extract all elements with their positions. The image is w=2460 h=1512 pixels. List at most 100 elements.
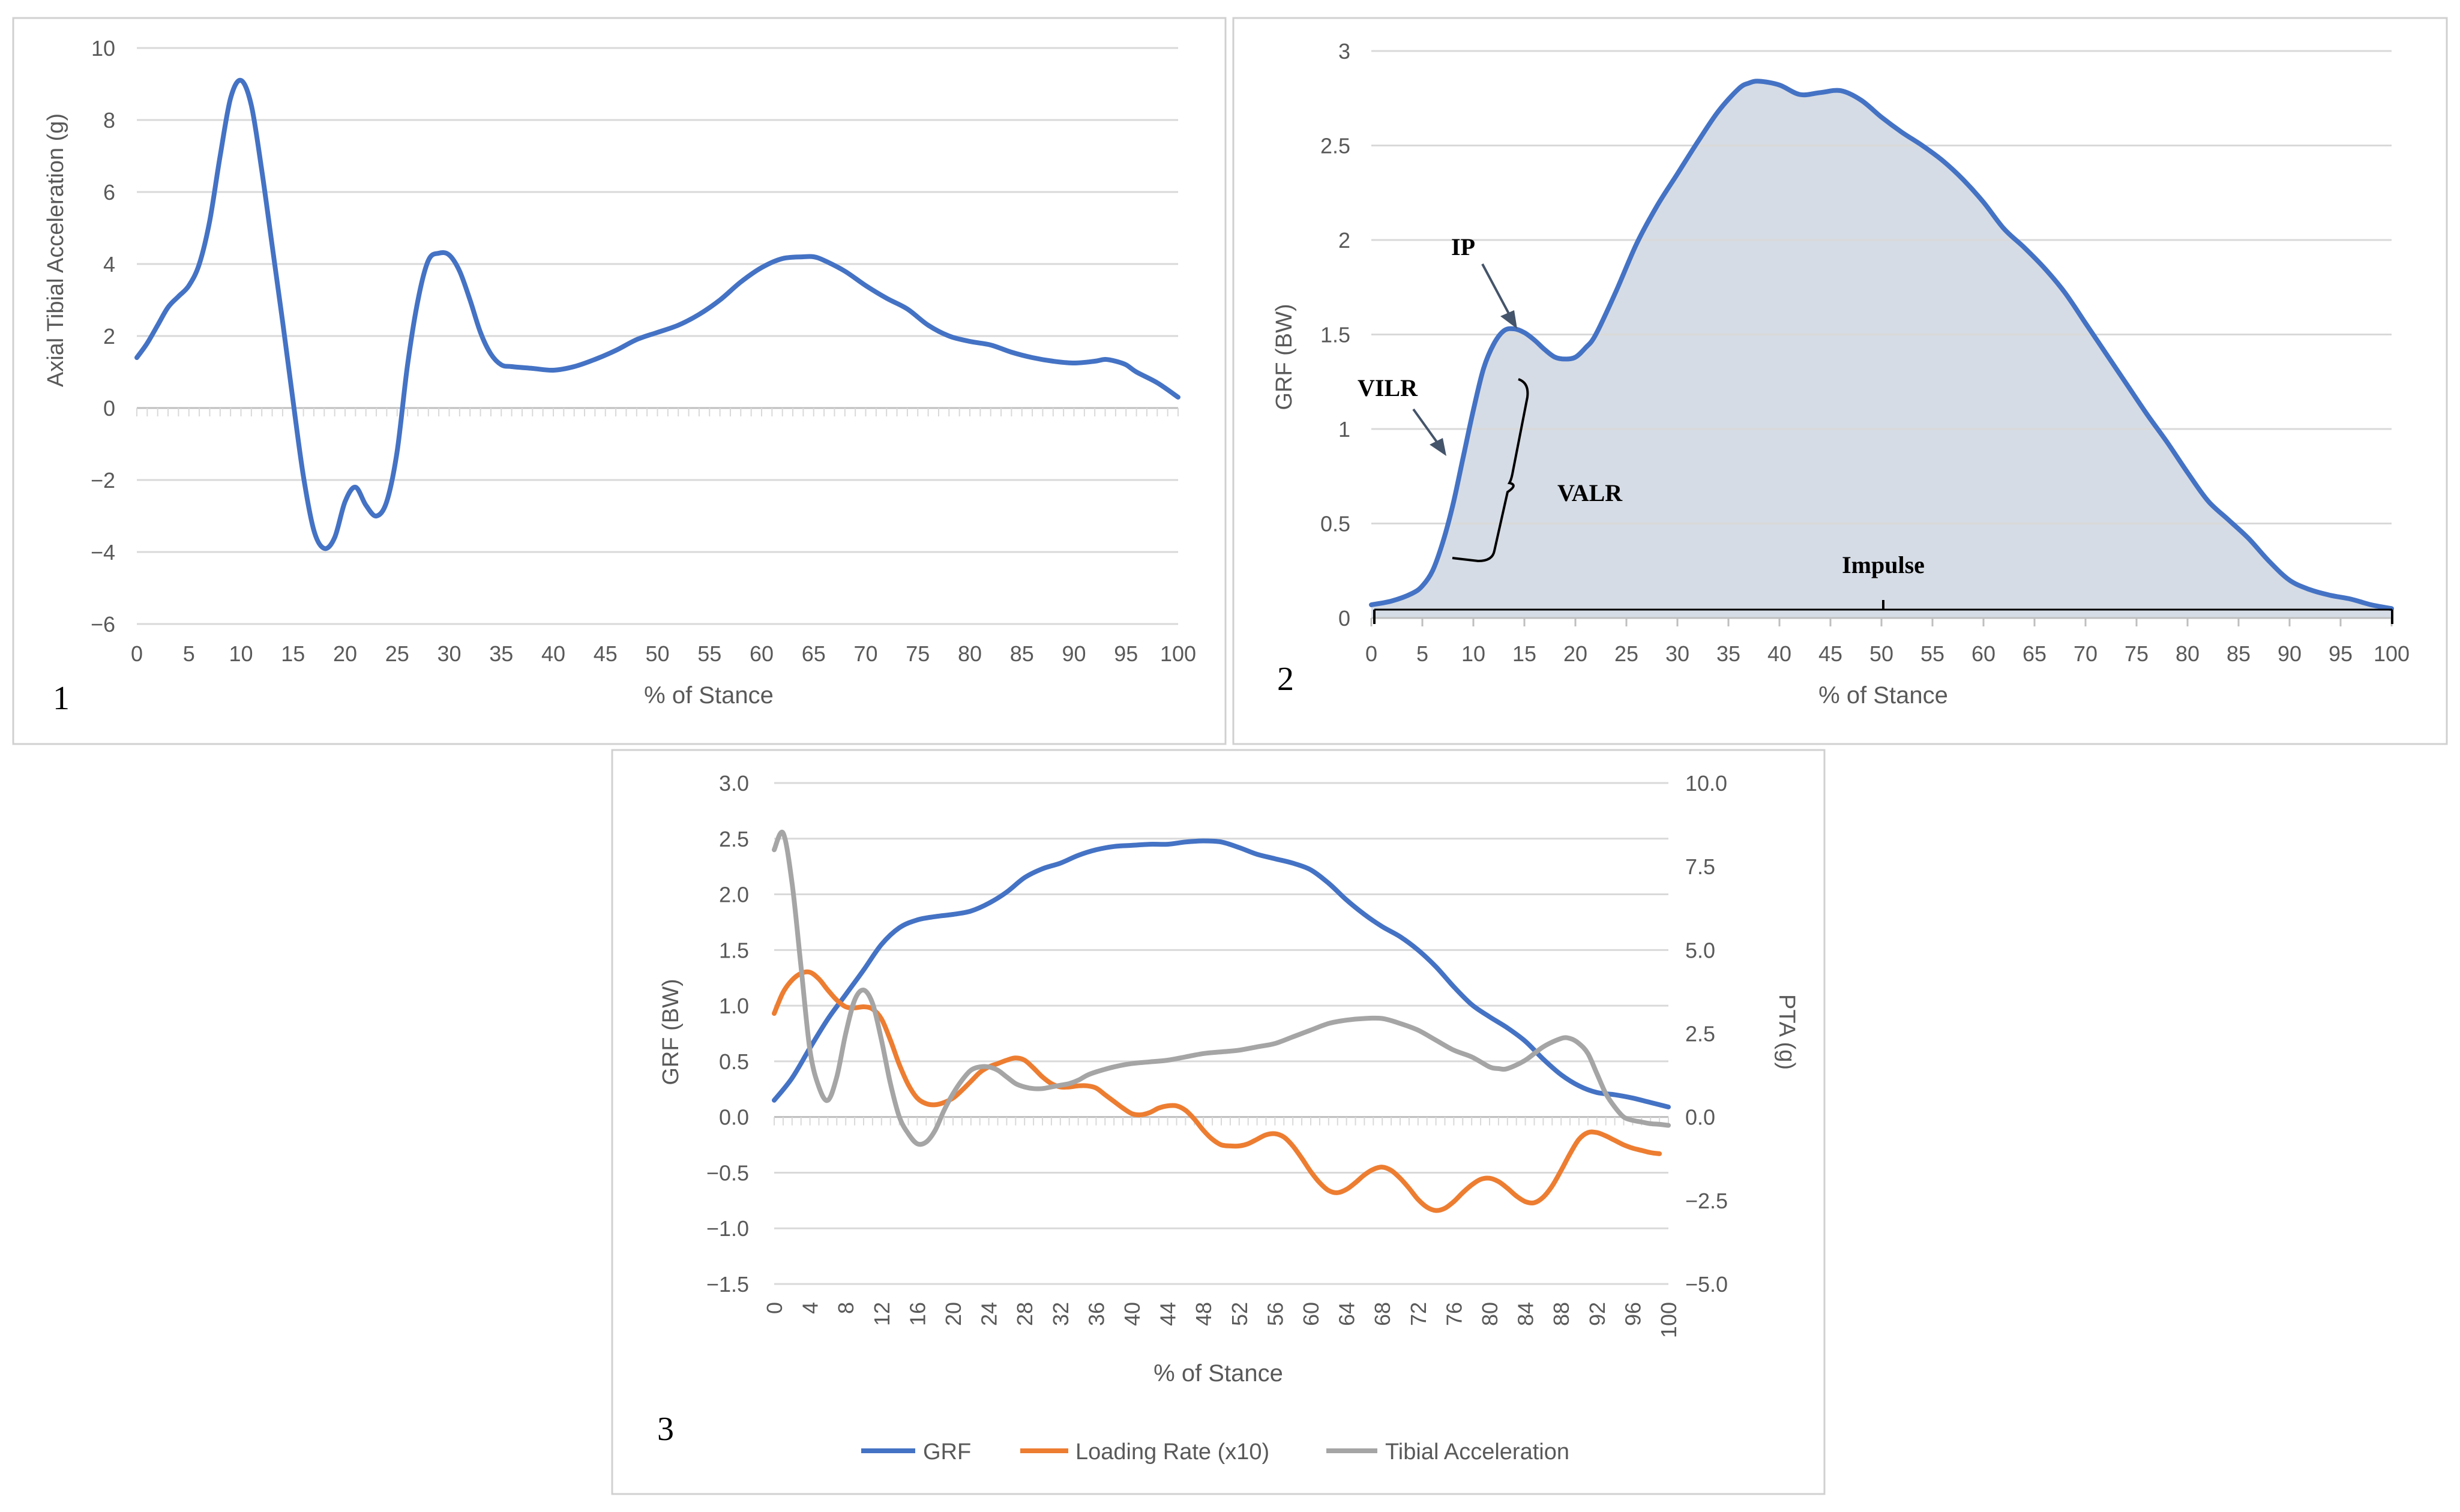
impulse-annotation: Impulse: [1842, 551, 1925, 578]
x-tick-label: 28: [1012, 1302, 1037, 1326]
legend-label-loading-rate: Loading Rate (x10): [1075, 1439, 1269, 1465]
x-tick-label: 100: [1656, 1302, 1681, 1338]
y-tick-label: 1.5: [1320, 323, 1350, 347]
valr-annotation: VALR: [1557, 479, 1623, 506]
x-tick-label: 10: [229, 641, 253, 666]
legend-label-grf: GRF: [923, 1439, 971, 1465]
panel-2-series: [1369, 79, 2394, 611]
x-tick-label: 20: [333, 641, 357, 666]
x-tick-label: 80: [2176, 641, 2200, 666]
vilr-annotation: VILR: [1358, 374, 1418, 401]
x-tick-label: 40: [541, 641, 565, 666]
x-tick-label: 20: [1563, 641, 1587, 666]
x-tick-label: 90: [1062, 641, 1086, 666]
series-line-grf: [1369, 79, 2394, 611]
x-tick-label: 60: [1299, 1302, 1323, 1326]
vilr-arrow-line: [1412, 408, 1440, 446]
y-tick-label: −2: [91, 468, 115, 493]
panel-2-x-axis-label: % of Stance: [1818, 682, 1948, 709]
y-tick-label: 1.5: [719, 938, 749, 962]
x-tick-label: 65: [802, 641, 826, 666]
panel-2-y-tick-labels: 3 2.5 2 1.5 1 0.5 0: [1320, 39, 1350, 631]
x-tick-label: 30: [1665, 641, 1689, 666]
right-y-tick-label: 2.5: [1685, 1022, 1715, 1046]
legend-label-tibial-acceleration: Tibial Acceleration: [1385, 1439, 1569, 1465]
panel-3-axis: [774, 1116, 1669, 1126]
x-tick-label: 0: [1365, 641, 1377, 666]
y-tick-label: 8: [103, 108, 115, 133]
series-line-axial-tibial-acceleration: [134, 77, 1180, 551]
y-tick-label: 3: [1338, 39, 1350, 64]
x-tick-label: 75: [906, 641, 930, 666]
panel-1-y-tick-labels: 10 8 6 4 2 0 −2 −4 −6: [91, 36, 115, 637]
y-tick-label: 2.0: [719, 883, 749, 907]
right-y-tick-label: 10.0: [1685, 771, 1727, 796]
x-tick-label: 48: [1191, 1302, 1216, 1326]
right-y-tick-label: 7.5: [1685, 854, 1715, 879]
panel-3: 3.0 2.5 2.0 1.5 1.0 0.5 0.0 −0.5 −1.0 −1.5 10.0 7.…: [611, 749, 1826, 1495]
ip-annotation: IP: [1451, 233, 1475, 260]
panel-3-legend: GRF Loading Rate (x10) Tibial Accelerati…: [861, 1439, 1569, 1465]
x-tick-label: 24: [977, 1302, 1002, 1326]
panel-3-right-y-tick-labels: 10.0 7.5 5.0 2.5 0.0 −2.5 −5.0: [1685, 771, 1728, 1297]
x-tick-label: 25: [1614, 641, 1638, 666]
x-tick-label: 50: [1869, 641, 1893, 666]
y-tick-label: 0.5: [719, 1049, 749, 1074]
x-tick-label: 80: [1478, 1302, 1502, 1326]
x-tick-label: 68: [1370, 1302, 1395, 1326]
vilr-arrow-head: [1430, 438, 1446, 456]
x-tick-label: 90: [2278, 641, 2302, 666]
x-tick-label: 100: [2374, 641, 2410, 666]
x-tick-label: 16: [905, 1302, 930, 1326]
x-tick-label: 15: [1512, 641, 1536, 666]
panel-3-series: [772, 829, 1671, 1213]
x-tick-label: 75: [2125, 641, 2149, 666]
x-tick-label: 72: [1406, 1302, 1431, 1326]
y-tick-label: 0.0: [719, 1105, 749, 1130]
x-tick-label: 52: [1227, 1302, 1252, 1326]
y-tick-label: 10: [91, 36, 115, 61]
y-tick-label: 2: [1338, 228, 1350, 253]
x-tick-label: 32: [1048, 1302, 1073, 1326]
x-tick-label: 65: [2022, 641, 2046, 666]
panel-2-label: 2: [1277, 661, 1294, 698]
x-tick-label: 4: [798, 1302, 823, 1314]
y-tick-label: −1.0: [706, 1216, 749, 1241]
x-tick-label: 0: [762, 1302, 787, 1314]
x-tick-label: 84: [1514, 1302, 1538, 1326]
x-tick-label: 92: [1585, 1302, 1610, 1326]
y-tick-label: 2: [103, 324, 115, 349]
right-y-tick-label: 0.0: [1685, 1105, 1715, 1130]
right-y-tick-label: −2.5: [1685, 1189, 1728, 1213]
y-tick-label: 1.0: [719, 994, 749, 1018]
ip-arrow-line: [1481, 263, 1512, 319]
right-y-tick-label: −5.0: [1685, 1272, 1728, 1297]
x-tick-label: 35: [489, 641, 513, 666]
panel-1-border: [12, 17, 1227, 745]
panel-3-left-y-tick-labels: 3.0 2.5 2.0 1.5 1.0 0.5 0.0 −0.5 −1.0 −1.5: [706, 771, 749, 1297]
panel-3-border: [611, 749, 1826, 1495]
panel-2-x-tick-labels: 0 5 10 15 20 25 30 35 40 45 50 55 60 65 70 75 80 85 90 95 10…: [1365, 641, 2410, 666]
x-tick-label: 100: [1160, 641, 1196, 666]
x-tick-label: 45: [594, 641, 618, 666]
panel-3-x-axis-label: % of Stance: [1153, 1360, 1283, 1387]
x-tick-label: 85: [1010, 641, 1034, 666]
panel-2-annotations: IP VILR VALR Impulse: [1358, 233, 2393, 624]
panel-2: 3 2.5 2 1.5 1 0.5 0 0 5 10 15 20 25 30 35 40 45 50 55 60 65…: [1232, 17, 2448, 745]
x-tick-label: 56: [1263, 1302, 1287, 1326]
x-tick-label: 70: [2074, 641, 2098, 666]
y-tick-label: 2.5: [719, 827, 749, 851]
x-tick-label: 0: [131, 641, 143, 666]
x-tick-label: 50: [645, 641, 669, 666]
panel-3-x-tick-labels: 0 4 8 12 16 20 24 28 32 36 40 44 48 52 56 60 64 68 72 76 80 8…: [762, 1302, 1681, 1338]
y-tick-label: −0.5: [706, 1160, 749, 1185]
y-tick-label: 0: [1338, 606, 1350, 631]
x-tick-label: 55: [697, 641, 721, 666]
x-tick-label: 95: [2329, 641, 2353, 666]
panel-1-label: 1: [53, 680, 70, 717]
x-tick-label: 15: [281, 641, 305, 666]
right-y-tick-label: 5.0: [1685, 938, 1715, 962]
panel-1-x-tick-labels: 0 5 10 15 20 25 30 35 40 45 50 55 60 65 70 75 80 85 90 95 10…: [131, 641, 1196, 666]
x-tick-label: 85: [2227, 641, 2251, 666]
